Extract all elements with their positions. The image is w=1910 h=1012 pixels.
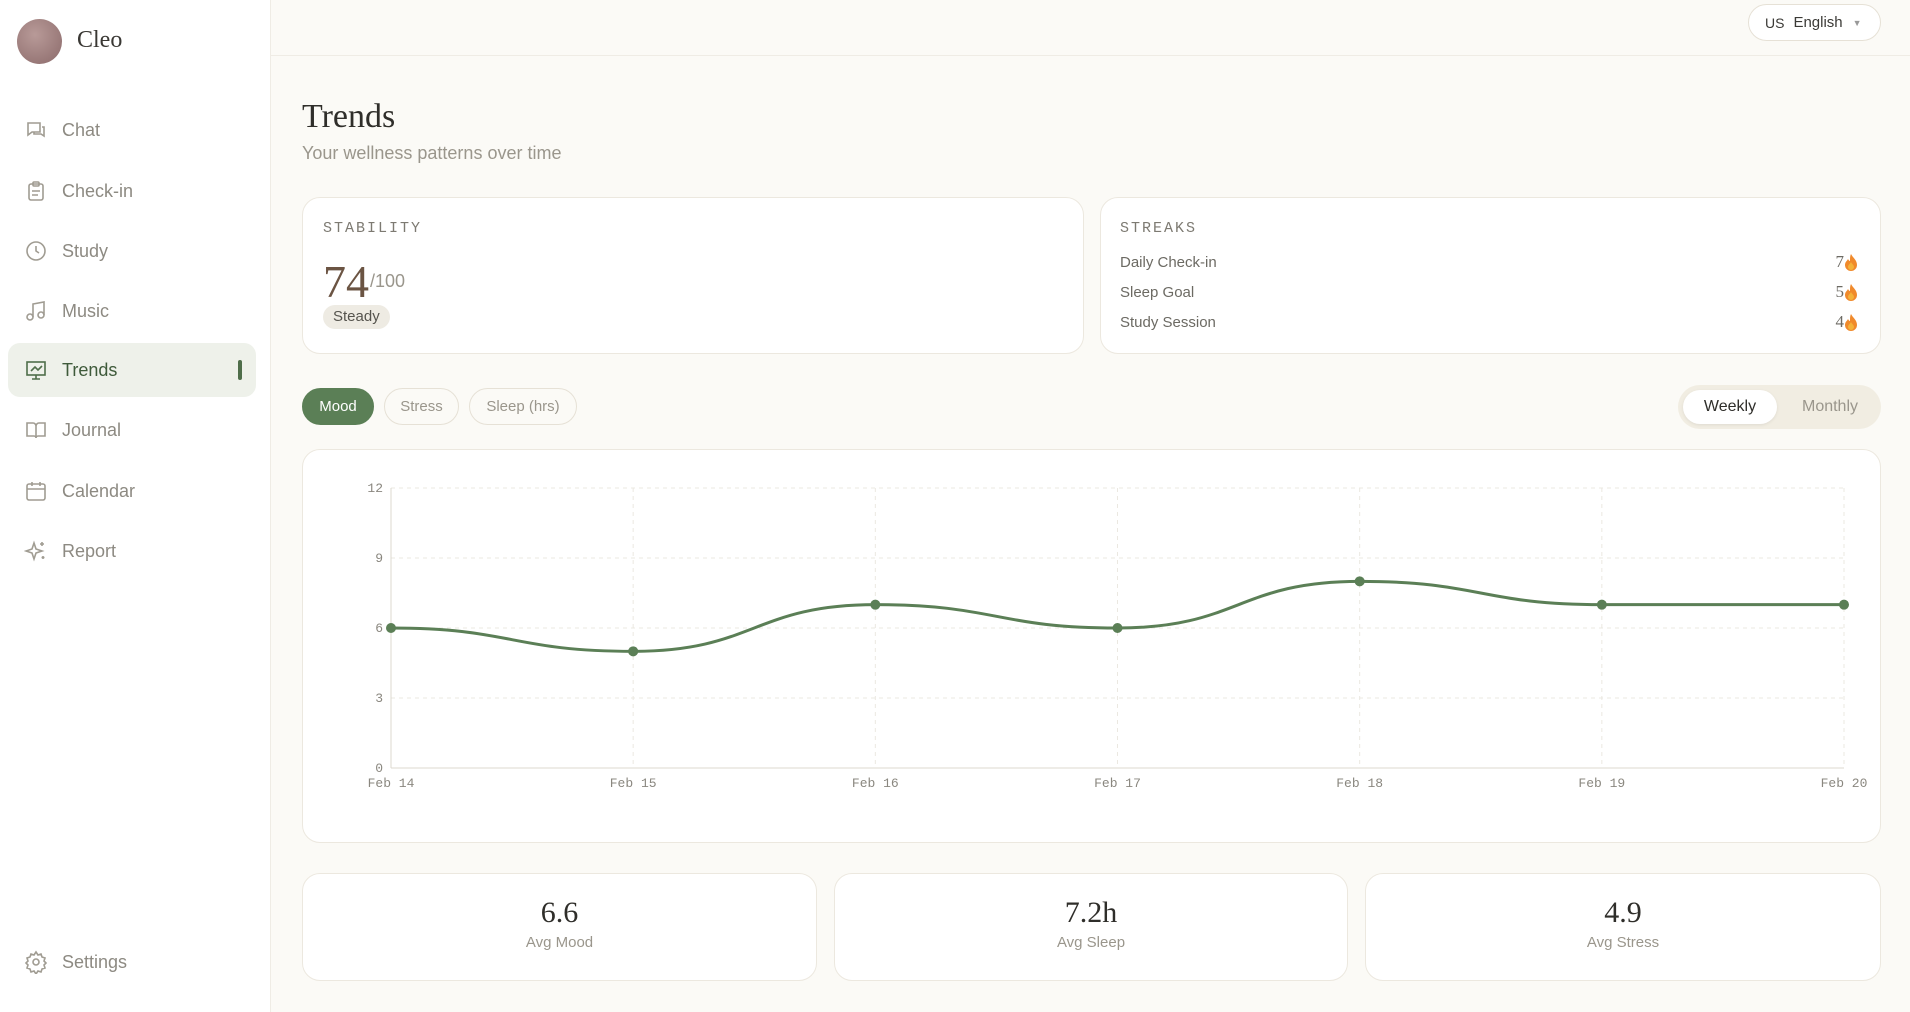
stability-score: 74 — [323, 256, 369, 307]
x-tick-label: Feb 18 — [1336, 776, 1383, 791]
y-tick-label: 9 — [375, 551, 383, 566]
language-label: English — [1793, 14, 1843, 31]
data-point — [628, 646, 639, 657]
nav-item-active[interactable]: Trends — [8, 343, 256, 397]
streak-value: 4 — [1835, 312, 1845, 331]
streak-label: Sleep Goal — [1120, 283, 1195, 301]
card-title: STREAKS — [1120, 220, 1198, 237]
data-point — [870, 599, 881, 610]
summary-card: 4.9 Avg Stress — [1365, 873, 1881, 981]
metric-tab-active[interactable]: Mood — [302, 388, 374, 425]
summary-label: Avg Stress — [1586, 934, 1660, 951]
flame-icon — [1845, 284, 1857, 301]
nav-label: Check-in — [62, 180, 134, 201]
sidebar: Cleo Chat Check-in Study Music Trends Jo… — [0, 0, 271, 1012]
summary-card: 7.2h Avg Sleep — [834, 873, 1348, 981]
streak-label: Daily Check-in — [1120, 253, 1217, 271]
topbar — [271, 0, 1910, 56]
y-tick-label: 6 — [375, 621, 383, 636]
chart-card: 0 3 6 9 12 Feb 14 Feb 15 Feb 16 Feb 17 Feb 18 Feb … — [302, 449, 1881, 843]
nav-item[interactable]: Calendar — [8, 464, 256, 518]
summary-card: 6.6 Avg Mood — [302, 873, 817, 981]
y-tick-label: 12 — [367, 481, 383, 496]
x-tick-label: Feb 17 — [1094, 776, 1141, 791]
streak-value: 7 — [1835, 252, 1845, 271]
x-tick-label: Feb 15 — [610, 776, 657, 791]
data-point — [1839, 599, 1849, 610]
summary-label: Avg Sleep — [1056, 934, 1126, 951]
nav-label: Journal — [62, 419, 122, 440]
nav-item[interactable]: Study — [8, 224, 256, 278]
stability-card: STABILITY 74 /100 Steady — [302, 197, 1084, 354]
nav-item[interactable]: Music — [8, 284, 256, 338]
period-tab[interactable]: Monthly — [1801, 398, 1859, 415]
streak-row: Sleep Goal 5 — [1120, 280, 1858, 304]
nav-label: Music — [62, 300, 110, 321]
period-tab-active[interactable]: Weekly — [1683, 390, 1777, 424]
nav-item[interactable]: Journal — [8, 403, 256, 457]
nav-label: Study — [62, 240, 109, 261]
nav-label: Report — [62, 540, 117, 561]
nav-item[interactable]: Chat — [8, 103, 256, 157]
streak-label: Study Session — [1120, 313, 1216, 331]
data-point — [1112, 623, 1123, 633]
nav-label: Chat — [62, 119, 101, 140]
metric-tab[interactable]: Sleep (hrs) — [469, 388, 577, 425]
nav-label: Settings — [62, 951, 128, 972]
flame-icon — [1845, 254, 1857, 271]
nav-item[interactable]: Check-in — [8, 164, 256, 218]
flag: US — [1765, 14, 1785, 31]
nav-item[interactable]: Settings — [8, 935, 256, 989]
flame-icon — [1845, 314, 1857, 331]
data-point — [386, 623, 396, 633]
streak-value: 5 — [1835, 282, 1845, 301]
streak-count: 7 — [1836, 252, 1859, 272]
stability-scale: /100 — [370, 271, 406, 291]
streaks-card: STREAKS Daily Check-in 7 Sleep Goal 5 Stud… — [1100, 197, 1881, 354]
x-tick-label: Feb 14 — [368, 776, 415, 791]
nav-item[interactable]: Report — [8, 524, 256, 578]
nav-label: Trends — [62, 359, 118, 380]
status-badge: Steady — [323, 305, 390, 329]
page-title: Trends — [302, 98, 396, 135]
streak-count: 5 — [1836, 282, 1859, 302]
x-tick-label: Feb 19 — [1578, 776, 1625, 791]
avatar[interactable] — [17, 19, 62, 64]
card-title: STABILITY — [323, 220, 423, 237]
data-point — [1354, 576, 1365, 587]
period-toggle: Weekly Monthly — [1678, 385, 1881, 429]
y-tick-label: 0 — [375, 761, 383, 776]
summary-label: Avg Mood — [525, 934, 594, 951]
x-tick-label: Feb 16 — [852, 776, 899, 791]
streak-count: 4 — [1836, 312, 1859, 332]
app-name: Cleo — [77, 27, 123, 53]
summary-value: 6.6 — [540, 896, 579, 929]
nav-label: Calendar — [62, 480, 136, 501]
y-tick-label: 3 — [375, 691, 383, 706]
metric-tab[interactable]: Stress — [384, 388, 459, 425]
active-indicator — [238, 360, 242, 380]
language-select[interactable]: US English ▼ — [1748, 4, 1881, 41]
summary-value: 4.9 — [1604, 896, 1642, 929]
page-subtitle: Your wellness patterns over time — [302, 143, 562, 163]
chart: 0 3 6 9 12 Feb 14 Feb 15 Feb 16 Feb 17 Feb 18 Feb … — [367, 481, 1868, 791]
data-point — [1596, 599, 1607, 610]
streak-row: Daily Check-in 7 — [1120, 250, 1858, 274]
dropdown-caret: ▼ — [1852, 17, 1862, 28]
streak-row: Study Session 4 — [1120, 310, 1858, 334]
x-tick-label: Feb 20 — [1821, 776, 1868, 791]
summary-value: 7.2h — [1064, 896, 1118, 929]
